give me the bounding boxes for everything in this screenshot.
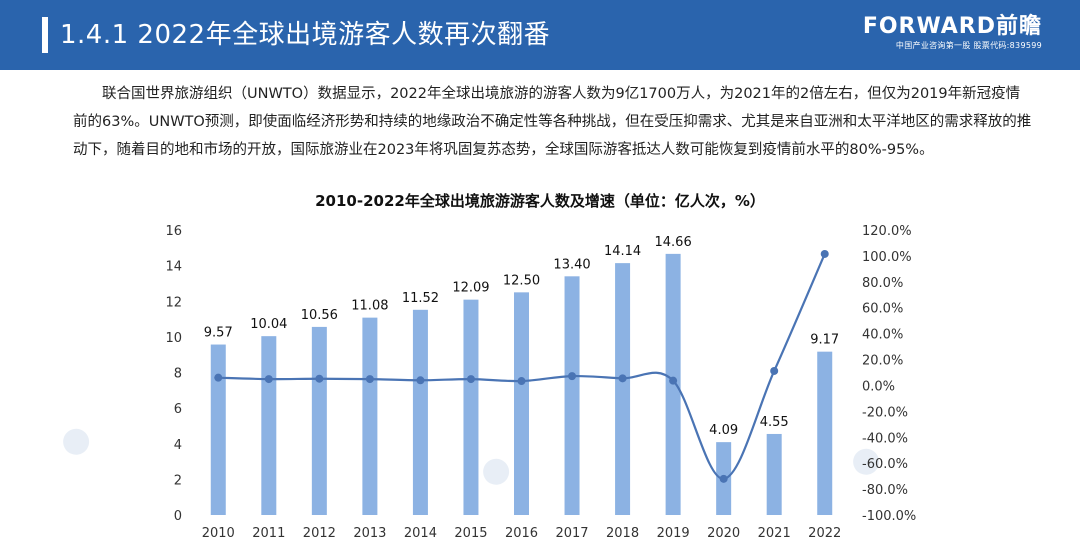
growth-line: [218, 253, 826, 480]
x-tick-label: 2020: [707, 526, 740, 541]
title-accent-bar: [42, 17, 48, 53]
y-left-tick-label: 8: [174, 367, 182, 382]
bar-value-label: 11.52: [402, 291, 439, 306]
bar: [261, 336, 277, 515]
chart-title: 2010-2022年全球出境旅游游客人数及增速（单位：亿人次，%）: [315, 192, 765, 210]
bar-value-label: 14.66: [655, 235, 692, 250]
x-tick-label: 2012: [303, 526, 336, 541]
growth-point: [214, 373, 223, 382]
x-tick-label: 2015: [454, 526, 487, 541]
growth-point: [719, 474, 728, 483]
x-tick-label: 2016: [505, 526, 538, 541]
bar-value-label: 4.55: [760, 415, 789, 430]
growth-point: [568, 372, 577, 381]
y-left-tick-label: 0: [174, 509, 182, 524]
growth-point: [365, 375, 374, 384]
y-right-tick-label: -20.0%: [862, 405, 908, 420]
growth-point: [669, 376, 678, 385]
brand-subtitle: 中国产业咨询第一股 股票代码:839599: [895, 41, 1042, 50]
bar: [514, 292, 529, 515]
x-tick-label: 2019: [657, 526, 690, 541]
y-right-tick-label: 60.0%: [862, 302, 903, 317]
bar-value-label: 12.09: [452, 281, 489, 296]
bar-value-label: 11.08: [351, 299, 388, 314]
y-right-tick-label: 100.0%: [862, 250, 912, 265]
x-tick-label: 2018: [606, 526, 639, 541]
x-tick-label: 2010: [202, 526, 235, 541]
bar-value-label: 10.56: [301, 308, 338, 323]
bar-value-label: 10.04: [250, 317, 287, 332]
growth-point: [264, 375, 273, 384]
bar: [362, 317, 378, 515]
growth-point: [466, 375, 475, 384]
growth-point: [416, 376, 425, 385]
y-left-tick-label: 14: [165, 260, 182, 275]
growth-point: [820, 249, 829, 258]
bar-value-label: 9.17: [810, 333, 839, 348]
y-right-tick-label: -80.0%: [862, 483, 908, 498]
bar-value-label: 4.09: [709, 423, 738, 438]
header-bar: 1.4.1 2022年全球出境游客人数再次翻番 FORWARD前瞻 中国产业咨询…: [0, 0, 1080, 70]
bar: [311, 326, 327, 515]
growth-point: [770, 366, 779, 375]
y-right-tick-label: -40.0%: [862, 431, 908, 446]
intro-text: 联合国世界旅游组织（UNWTO）数据显示，2022年全球出境旅游的游客人数为9亿…: [73, 86, 1032, 158]
y-right-tick-label: -100.0%: [862, 509, 916, 524]
y-left-tick-label: 12: [165, 295, 182, 310]
intro-paragraph: 联合国世界旅游组织（UNWTO）数据显示，2022年全球出境旅游的游客人数为9亿…: [73, 80, 1033, 164]
y-right-tick-label: 40.0%: [862, 328, 903, 343]
bar: [615, 263, 631, 515]
bar: [412, 309, 428, 515]
x-tick-label: 2013: [353, 526, 386, 541]
bar-line-chart: 0 2 4 6 8 10 12 14 16 -100.0% -80.0% -60.0% -40.0% -2…: [165, 224, 916, 541]
growth-point: [315, 374, 324, 383]
x-tick-label: 2011: [252, 526, 285, 541]
bar: [463, 299, 479, 515]
y-right-tick-label: 120.0%: [862, 224, 912, 239]
x-tick-label: 2022: [808, 526, 841, 541]
y-right-tick-label: 80.0%: [862, 276, 903, 291]
bar: [564, 276, 580, 515]
y-left-tick-label: 10: [165, 331, 182, 346]
y-left-tick-label: 6: [174, 402, 182, 417]
y-left-tick-label: 2: [174, 473, 182, 488]
brand-name: FORWARD前瞻: [862, 14, 1042, 39]
bar-value-label: 13.40: [553, 257, 590, 272]
x-tick-label: 2017: [555, 526, 588, 541]
x-tick-label: 2021: [758, 526, 791, 541]
bar: [766, 433, 782, 515]
growth-point: [618, 374, 627, 383]
y-right-tick-label: 0.0%: [862, 379, 895, 394]
bar-value-label: 14.14: [604, 244, 641, 259]
y-left-tick-label: 4: [174, 438, 182, 453]
bar: [817, 351, 833, 515]
y-right-tick-label: 20.0%: [862, 354, 903, 369]
page-title: 1.4.1 2022年全球出境游客人数再次翻番: [60, 20, 551, 50]
brand-logo: FORWARD前瞻 中国产业咨询第一股 股票代码:839599: [863, 14, 1042, 52]
y-right-tick-label: -60.0%: [862, 457, 908, 472]
bar: [210, 344, 226, 515]
bar-value-label: 12.50: [503, 273, 540, 288]
bar-value-label: 9.57: [204, 326, 233, 341]
x-tick-label: 2014: [404, 526, 437, 541]
growth-point: [517, 377, 526, 386]
y-left-tick-label: 16: [165, 224, 182, 239]
